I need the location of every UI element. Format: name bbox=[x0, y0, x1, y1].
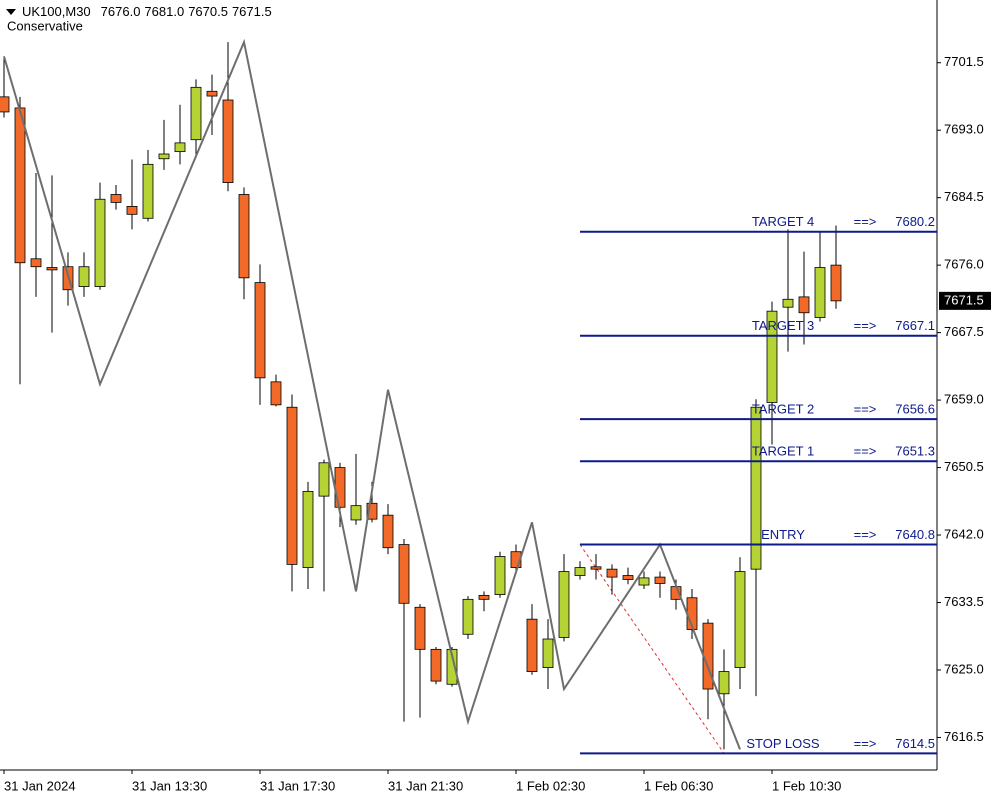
chart-title: UK100,M30 bbox=[22, 4, 91, 19]
y-tick-label: 7633.5 bbox=[944, 594, 984, 609]
candle-body bbox=[494, 556, 506, 595]
x-tick-label: 1 Feb 02:30 bbox=[516, 778, 585, 793]
ohlc-label: 7676.0 bbox=[101, 4, 141, 19]
y-tick-label: 7667.5 bbox=[944, 324, 984, 339]
level-name: TARGET 1 bbox=[752, 444, 814, 459]
level-arrow: ==> bbox=[854, 214, 877, 229]
x-tick-label: 31 Jan 21:30 bbox=[388, 778, 463, 793]
x-tick-label: 1 Feb 06:30 bbox=[644, 778, 713, 793]
candle-body bbox=[238, 194, 250, 279]
candle-body bbox=[0, 96, 10, 113]
candle-body bbox=[126, 205, 138, 215]
y-tick-label: 7650.5 bbox=[944, 459, 984, 474]
x-tick-label: 31 Jan 17:30 bbox=[260, 778, 335, 793]
level-value: 7656.6 bbox=[895, 402, 935, 417]
level-value: 7651.3 bbox=[895, 444, 935, 459]
candle-body bbox=[734, 571, 746, 668]
chart-subtitle: Conservative bbox=[7, 18, 83, 33]
candle-body bbox=[782, 298, 794, 308]
y-tick-label: 7693.0 bbox=[944, 122, 984, 137]
zigzag-line bbox=[3, 38, 741, 750]
level-name: ENTRY bbox=[761, 527, 805, 542]
level-name: TARGET 2 bbox=[752, 402, 814, 417]
candle-body bbox=[430, 648, 442, 682]
candle-body bbox=[414, 606, 426, 650]
y-tick-label: 7676.0 bbox=[944, 257, 984, 272]
level-name: TARGET 4 bbox=[752, 214, 814, 229]
candle-body bbox=[462, 598, 474, 635]
level-arrow: ==> bbox=[854, 402, 877, 417]
candle-body bbox=[558, 571, 570, 638]
y-tick-label: 7684.5 bbox=[944, 189, 984, 204]
chart-header: UK100,M30 7676.0 7681.0 7670.5 7671.5 bbox=[22, 4, 272, 19]
x-tick-label: 1 Feb 10:30 bbox=[772, 778, 841, 793]
candle-body bbox=[222, 99, 234, 183]
level-arrow: ==> bbox=[854, 318, 877, 333]
candle-body bbox=[318, 462, 330, 497]
candle-body bbox=[382, 514, 394, 549]
y-tick-label: 7625.0 bbox=[944, 661, 984, 676]
level-arrow: ==> bbox=[854, 527, 877, 542]
candle-body bbox=[270, 381, 282, 406]
y-tick-label: 7659.0 bbox=[944, 392, 984, 407]
candle-body bbox=[542, 638, 554, 668]
candle-body bbox=[814, 267, 826, 318]
price-tag-label: 7671.5 bbox=[944, 292, 984, 307]
candle-body bbox=[78, 266, 90, 287]
candle-body bbox=[190, 86, 202, 141]
candle-body bbox=[830, 264, 842, 302]
candle-body bbox=[46, 267, 58, 271]
candle-body bbox=[110, 194, 122, 203]
x-tick-label: 31 Jan 2024 bbox=[4, 778, 76, 793]
candle-body bbox=[654, 576, 666, 584]
candle-body bbox=[478, 594, 490, 600]
y-tick-label: 7701.5 bbox=[944, 54, 984, 69]
level-value: 7614.5 bbox=[895, 736, 935, 751]
x-tick-label: 31 Jan 13:30 bbox=[132, 778, 207, 793]
candle-body bbox=[398, 544, 410, 604]
level-name: STOP LOSS bbox=[746, 736, 820, 751]
candle-body bbox=[606, 568, 618, 578]
level-value: 7680.2 bbox=[895, 214, 935, 229]
candle-body bbox=[750, 406, 762, 570]
candle-body bbox=[158, 153, 170, 160]
candle-body bbox=[718, 671, 730, 695]
candle-body bbox=[638, 577, 650, 586]
candle-body bbox=[590, 566, 602, 570]
candle-body bbox=[766, 310, 778, 403]
candle-body bbox=[798, 296, 810, 314]
candle-body bbox=[526, 618, 538, 672]
candle-body bbox=[94, 198, 106, 287]
dashed-line bbox=[579, 544, 725, 754]
price-tag bbox=[939, 291, 991, 310]
y-tick-label: 7616.5 bbox=[944, 729, 984, 744]
y-tick-label: 7642.0 bbox=[944, 526, 984, 541]
level-name: TARGET 3 bbox=[752, 318, 814, 333]
ohlc-label: 7670.5 bbox=[188, 4, 228, 19]
level-arrow: ==> bbox=[854, 444, 877, 459]
candle-body bbox=[30, 258, 42, 268]
candle-body bbox=[334, 467, 346, 508]
candle-body bbox=[142, 163, 154, 219]
level-value: 7667.1 bbox=[895, 318, 935, 333]
candle-body bbox=[350, 505, 362, 521]
level-arrow: ==> bbox=[854, 736, 877, 751]
candle-body bbox=[174, 142, 186, 153]
candle-body bbox=[574, 567, 586, 576]
candle-body bbox=[286, 406, 298, 565]
candle-body bbox=[254, 282, 266, 379]
candle-body bbox=[622, 575, 634, 580]
candle-body bbox=[14, 107, 26, 264]
candle-body bbox=[366, 502, 378, 520]
ohlc-label: 7681.0 bbox=[144, 4, 184, 19]
candle-body bbox=[206, 90, 218, 97]
level-value: 7640.8 bbox=[895, 527, 935, 542]
ohlc-label: 7671.5 bbox=[232, 4, 272, 19]
candle-body bbox=[302, 490, 314, 568]
candle-body bbox=[446, 648, 458, 685]
menu-triangle bbox=[6, 9, 16, 15]
